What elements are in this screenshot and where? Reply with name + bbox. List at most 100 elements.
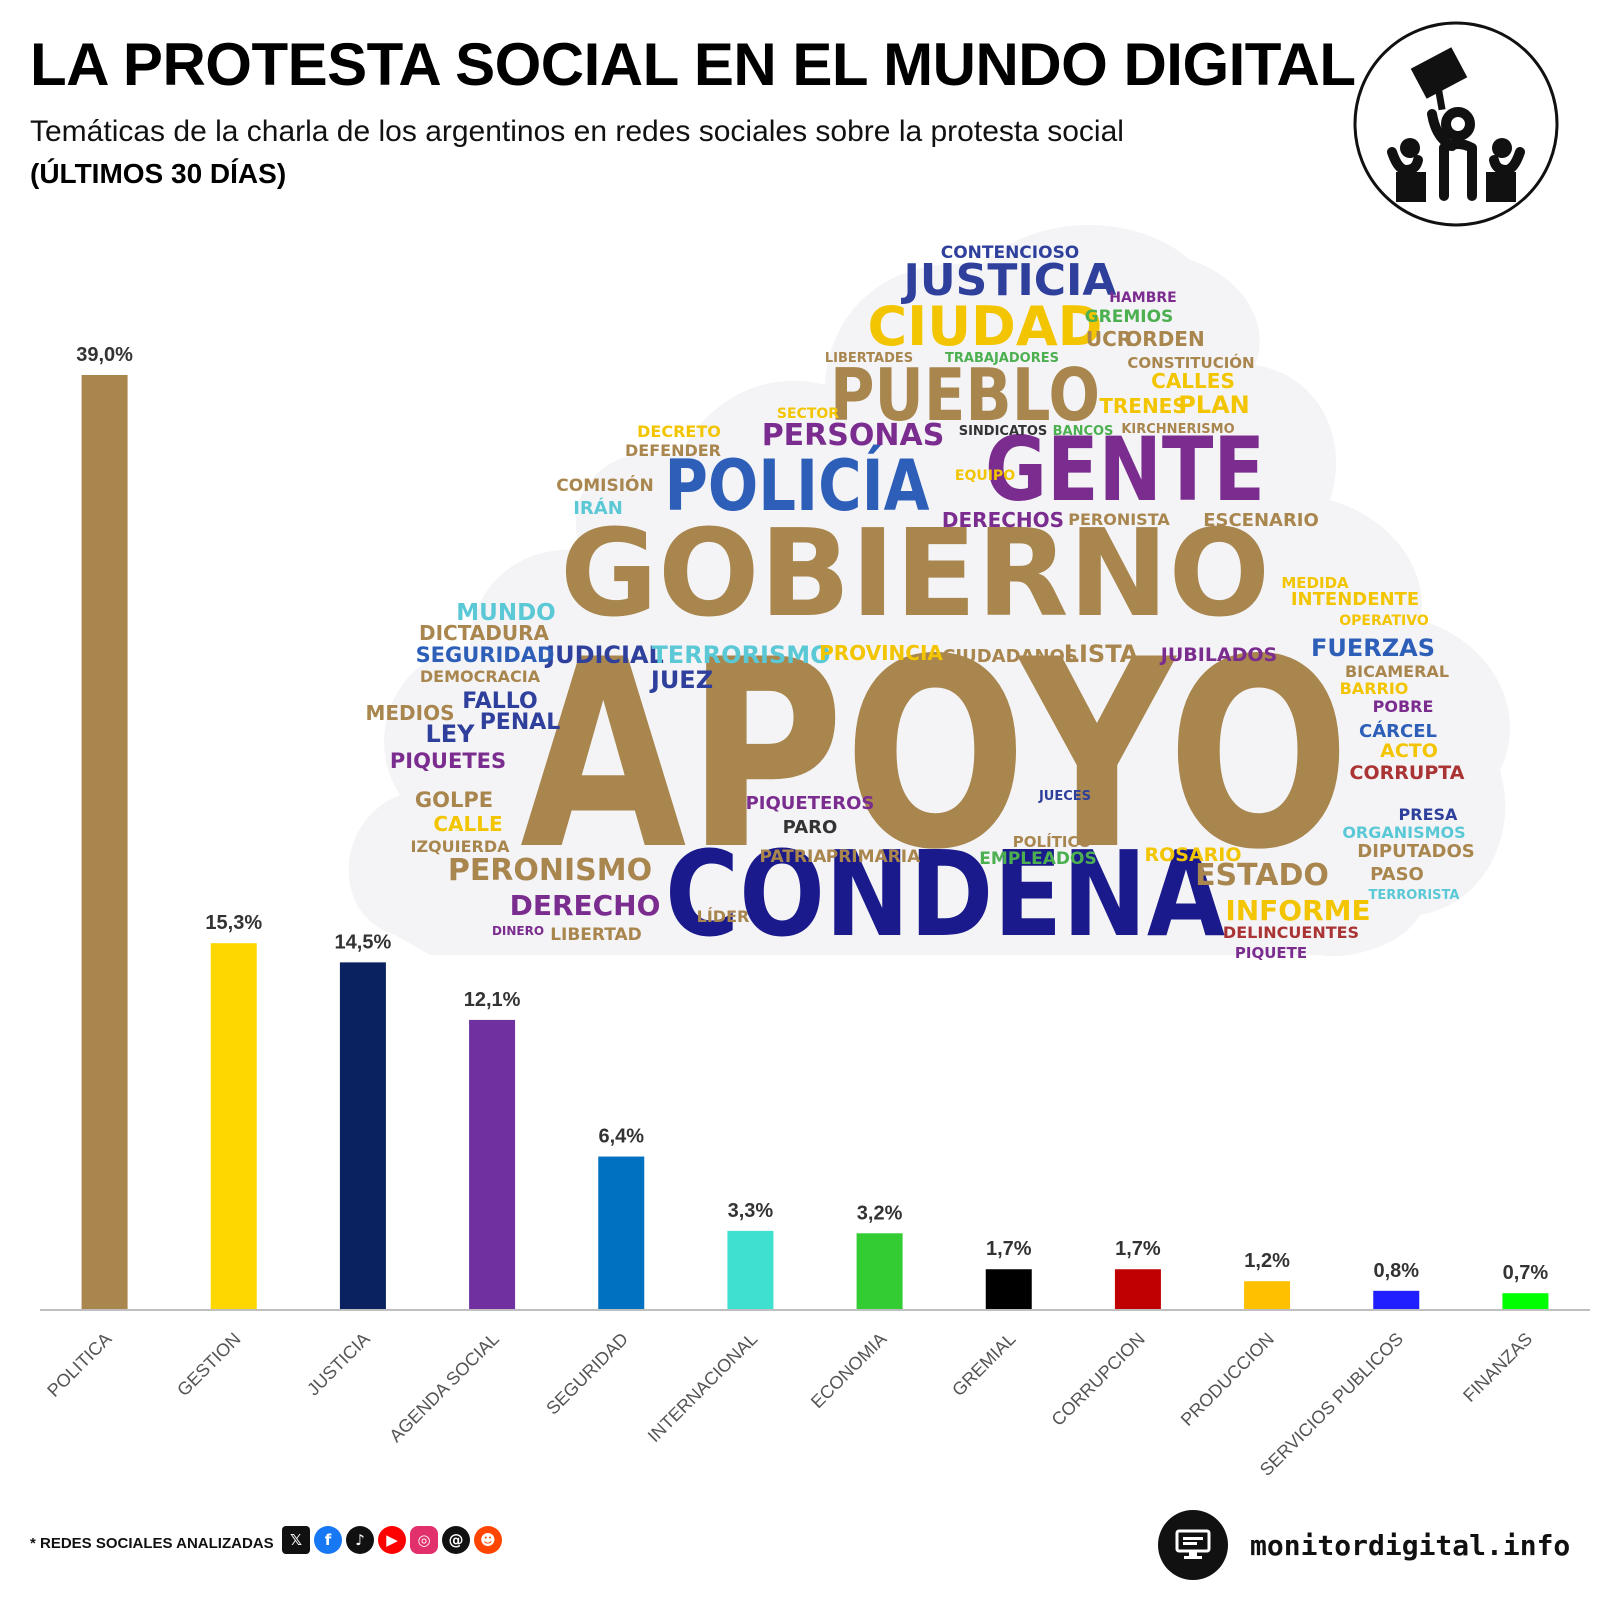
cloud-word: DINERO — [492, 924, 544, 938]
cloud-word: OPERATIVO — [1339, 613, 1429, 629]
cloud-word: DIPUTADOS — [1357, 841, 1474, 862]
cloud-word: EMPLEADOS — [979, 849, 1096, 869]
cloud-word: KIRCHNERISMO — [1121, 422, 1234, 437]
cloud-word: CIUDAD — [867, 295, 1102, 358]
cloud-word: PRESA — [1399, 805, 1459, 824]
cloud-word: MEDIDA — [1281, 574, 1349, 592]
x-tick-label: AGENDA SOCIAL — [385, 1329, 502, 1446]
site-brand[interactable]: monitordigital.info — [1158, 1510, 1570, 1580]
bar-politica — [81, 375, 128, 1310]
cloud-word: CONSTITUCIÓN — [1127, 353, 1254, 372]
bar-justicia — [339, 962, 386, 1310]
cloud-word: CALLE — [433, 812, 502, 836]
cloud-word: LÍDER — [697, 907, 750, 926]
cloud-word: COMISIÓN — [556, 474, 653, 496]
cloud-word: EQUIPO — [955, 468, 1015, 484]
value-label: 0,8% — [1373, 1260, 1419, 1282]
x-icon[interactable]: 𝕏 — [282, 1526, 310, 1554]
x-tick-label: GESTION — [173, 1329, 244, 1400]
period-label: (ÚLTIMOS 30 DÍAS) — [30, 158, 287, 189]
cloud-word: GOLPE — [415, 788, 493, 812]
cloud-word: DECRETO — [637, 422, 721, 441]
bar-agenda-social — [469, 1019, 516, 1310]
youtube-icon[interactable]: ▶ — [378, 1526, 406, 1554]
value-label: 1,7% — [1115, 1238, 1161, 1260]
cloud-word: GENTE — [985, 418, 1265, 521]
cloud-word: JUSTICIA — [901, 255, 1117, 306]
threads-icon[interactable]: @ — [442, 1526, 470, 1554]
x-tick-label: POLITICA — [43, 1329, 115, 1401]
cloud-word: MUNDO — [456, 600, 555, 626]
cloud-word: ORGANISMOS — [1342, 823, 1465, 842]
cloud-word: PUEBLO — [830, 353, 1100, 437]
cloud-word: LISTA — [1064, 640, 1139, 668]
bar-servicios-publicos — [1373, 1290, 1420, 1310]
cloud-word: PATRIA — [760, 847, 828, 867]
x-tick-label: PRODUCCION — [1177, 1329, 1278, 1430]
cloud-word: IZQUIERDA — [410, 837, 510, 856]
cloud-word: ORDEN — [1125, 327, 1204, 351]
x-tick-label: CORRUPCION — [1048, 1329, 1149, 1430]
value-label: 3,2% — [857, 1202, 903, 1224]
cloud-word: GOBIERNO — [560, 505, 1270, 644]
cloud-word: CORRUPTA — [1350, 762, 1465, 784]
cloud-word: DELINCUENTES — [1223, 923, 1359, 942]
cloud-word: INFORME — [1225, 894, 1370, 927]
cloud-word: DICTADURA — [419, 621, 550, 645]
cloud-word: CALLES — [1151, 369, 1235, 393]
bars-layer — [81, 375, 1549, 1310]
bar-seguridad — [598, 1156, 645, 1310]
tiktok-icon[interactable]: ♪ — [346, 1526, 374, 1554]
cloud-word: IRÁN — [573, 497, 623, 519]
cloud-word: FALLO — [462, 689, 538, 714]
cloud-word: GREMIOS — [1085, 307, 1174, 327]
protest-person-icon — [1353, 21, 1559, 227]
x-tick-label: JUSTICIA — [303, 1329, 374, 1400]
cloud-word: DERECHO — [510, 889, 661, 922]
site-url[interactable]: monitordigital.info — [1250, 1528, 1571, 1562]
x-tick-label: ECONOMIA — [807, 1329, 890, 1412]
value-label: 39,0% — [76, 344, 133, 366]
cloud-word: PIQUETE — [1235, 944, 1307, 962]
bar-finanzas — [1502, 1293, 1549, 1310]
bar-gremial — [985, 1269, 1032, 1310]
cloud-word: PERONISMO — [448, 853, 652, 888]
value-label: 1,7% — [986, 1238, 1032, 1260]
cloud-word: JUEZ — [649, 666, 713, 694]
cloud-word: CONDENA — [665, 825, 1225, 963]
word-cloud-background — [348, 225, 1511, 957]
cloud-word: ROSARIO — [1144, 844, 1241, 866]
value-label: 14,5% — [335, 931, 392, 953]
computer-monitor-icon — [1158, 1510, 1228, 1580]
cloud-word: DEFENDER — [625, 441, 721, 460]
cloud-word: ACTO — [1380, 740, 1438, 762]
cloud-word: POBRE — [1373, 697, 1434, 716]
bar-economia — [856, 1233, 903, 1310]
cloud-word: PIQUETEROS — [746, 793, 875, 814]
page-subtitle: Temáticas de la charla de los argentinos… — [30, 115, 1124, 148]
cloud-word: TERRORISMO — [651, 641, 830, 669]
value-label: 1,2% — [1244, 1250, 1290, 1272]
cloud-word: PROVINCIA — [819, 641, 943, 665]
cloud-word: SINDICATOS — [959, 424, 1048, 439]
cloud-word: INTENDENTE — [1291, 589, 1419, 610]
cloud-word: PENAL — [480, 710, 561, 735]
cloud-word: TERRORISTA — [1369, 888, 1460, 903]
x-tick-label: SEGURIDAD — [542, 1329, 632, 1419]
cloud-word: PIQUETES — [390, 749, 506, 773]
cloud-word: JUBILADOS — [1159, 644, 1277, 666]
cloud-word: LEY — [425, 720, 475, 748]
page-title: LA PROTESTA SOCIAL EN EL MUNDO DIGITAL — [30, 31, 1356, 98]
cloud-word: SECTOR — [777, 406, 839, 422]
cloud-word: ESTADO — [1195, 858, 1329, 893]
social-icons: 𝕏 f ♪ ▶ ◎ @ ☻ — [282, 1526, 502, 1554]
reddit-icon[interactable]: ☻ — [474, 1526, 502, 1554]
value-label: 0,7% — [1503, 1262, 1549, 1284]
facebook-icon[interactable]: f — [314, 1526, 342, 1554]
instagram-icon[interactable]: ◎ — [410, 1526, 438, 1554]
cloud-word: LIBERTAD — [550, 925, 642, 945]
cloud-word: JUECES — [1038, 789, 1091, 804]
cloud-word: PARO — [783, 817, 838, 838]
cloud-word: CIUDADANOS — [942, 646, 1078, 667]
